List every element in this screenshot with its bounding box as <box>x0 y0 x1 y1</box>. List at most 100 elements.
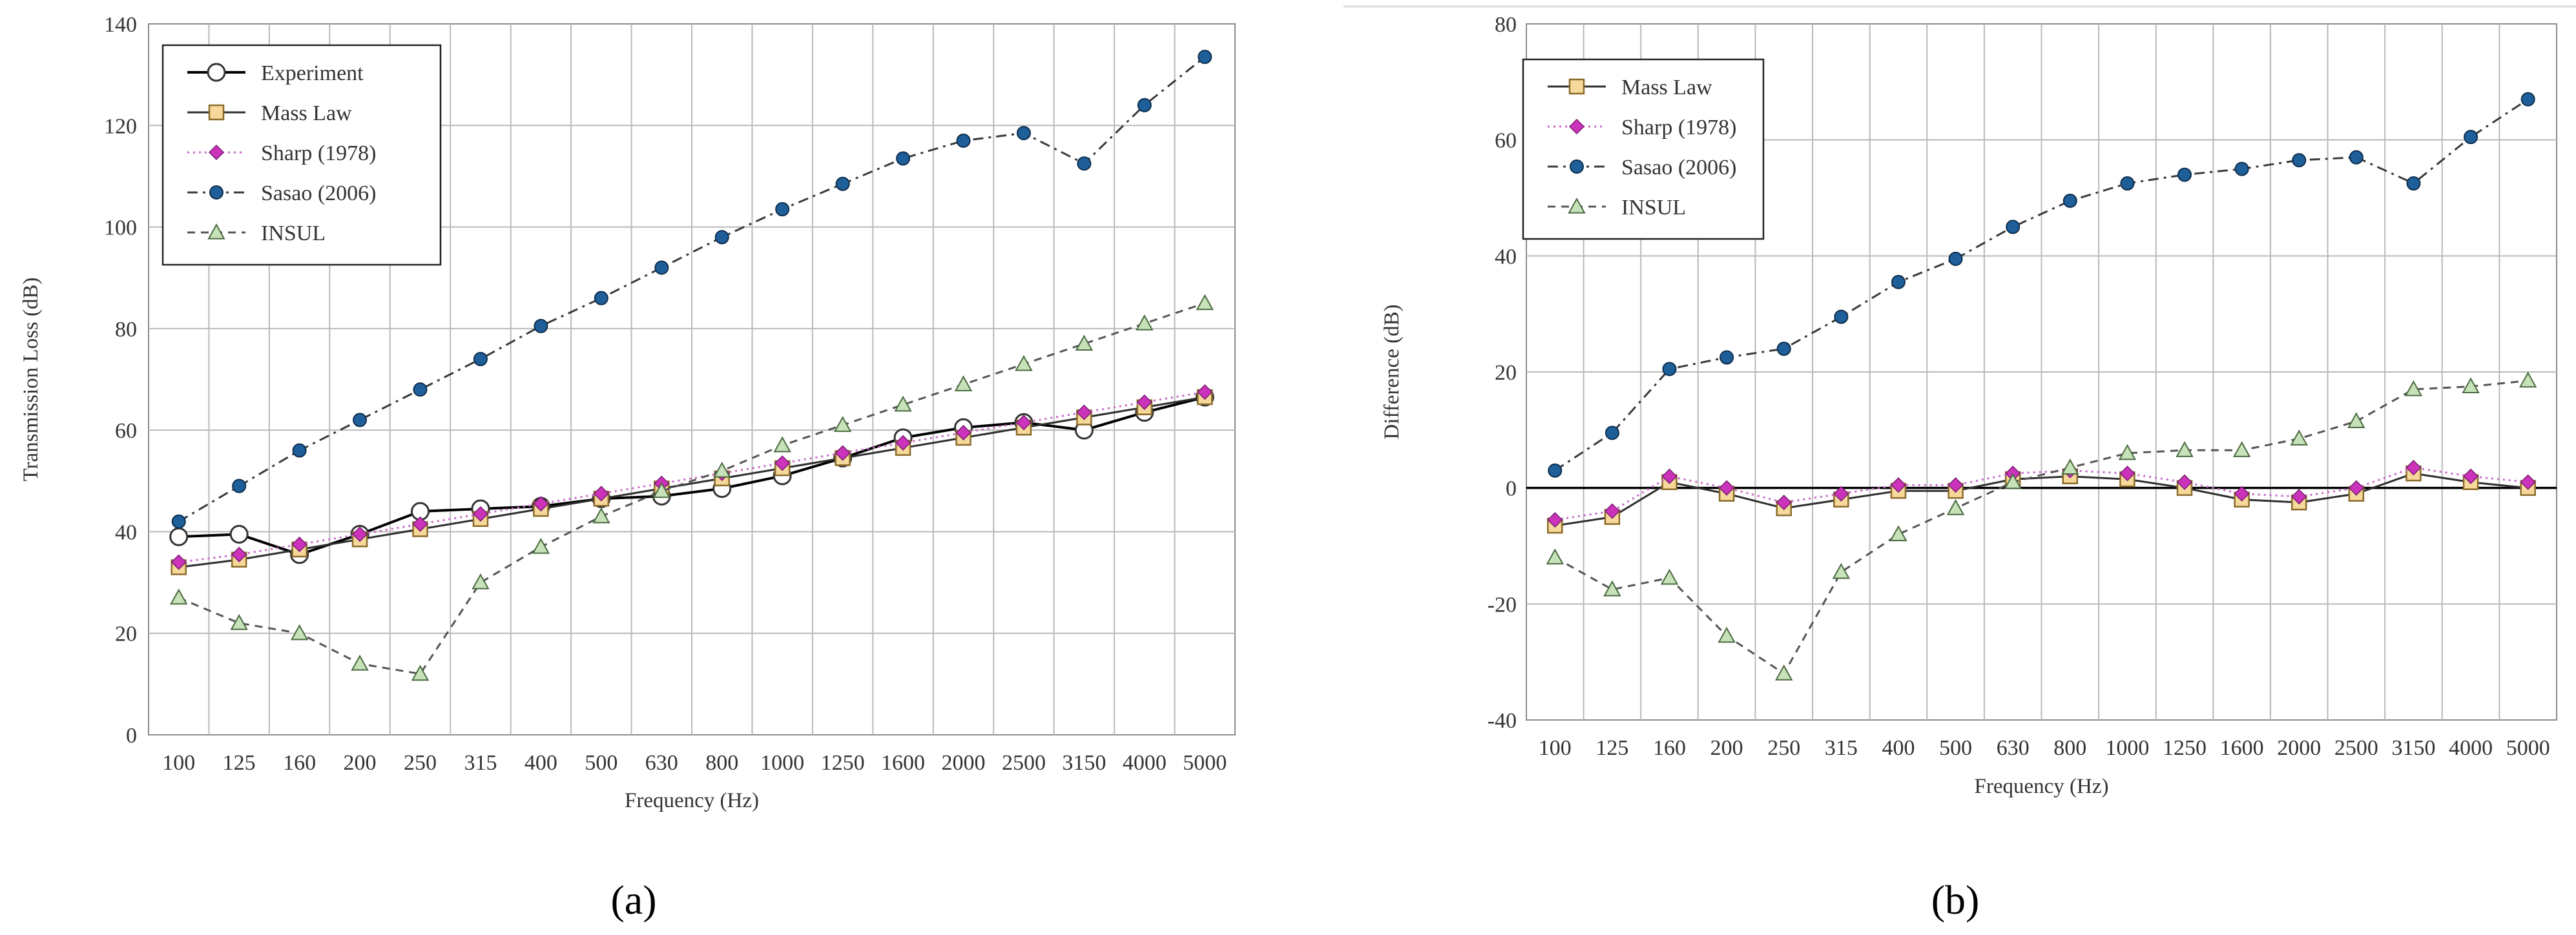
data-point-sharp <box>533 496 549 512</box>
x-tick-label: 100 <box>162 751 195 775</box>
x-tick-label: 500 <box>1939 736 1972 760</box>
y-tick-label: 140 <box>104 13 137 37</box>
data-point-sharp <box>472 506 489 522</box>
x-tick-label: 1600 <box>2220 736 2264 760</box>
data-point-sharp <box>593 486 609 502</box>
data-point-insul <box>652 482 670 498</box>
panel-a: 0 20 40 60 80 100 120 140 100 125 160 200 250 315 400 5… <box>19 13 1236 923</box>
data-point-sasao <box>232 478 247 493</box>
data-point-sharp <box>1547 512 1563 528</box>
x-tick-label: 315 <box>1825 736 1858 760</box>
data-point-insul <box>1660 568 1679 585</box>
x-tick-label: 250 <box>404 751 437 775</box>
series-sasao <box>171 50 1212 529</box>
data-point-insul <box>290 624 309 641</box>
series-sasao <box>1548 92 2535 478</box>
y-tick-label: 120 <box>104 114 137 138</box>
data-point-sharp <box>2119 466 2135 482</box>
x-tick-label: 200 <box>344 751 377 775</box>
data-point-sharp <box>2463 468 2479 484</box>
data-point-insul <box>2061 458 2079 475</box>
legend-box <box>161 44 442 266</box>
data-point-insul <box>1196 294 1214 311</box>
x-axis-label: Frequency (Hz) <box>1975 775 2109 798</box>
legend-label-insul: INSUL <box>261 221 326 245</box>
data-point-insul <box>411 664 430 681</box>
data-point-insul <box>2462 377 2480 394</box>
data-point-sharp <box>774 455 791 471</box>
data-point-insul <box>713 461 731 478</box>
legend: Mass Law Sharp (1978) Sasao (2006) INSUL <box>1522 58 1765 240</box>
x-tick-label: 630 <box>1997 736 2030 760</box>
x-tick-label: 400 <box>1882 736 1915 760</box>
legend-marker-experiment <box>207 63 226 82</box>
data-point-sharp <box>1136 394 1152 410</box>
data-point-sasao <box>473 352 488 367</box>
legend-marker-sasao <box>209 185 223 200</box>
data-point-experiment <box>229 524 249 544</box>
legend-label-mass_law: Mass Law <box>1621 76 1712 99</box>
series-line-sharp <box>178 391 1205 564</box>
legend-marker-insul <box>1568 197 1586 214</box>
data-point-insul <box>592 507 610 524</box>
data-point-sharp <box>171 554 187 570</box>
data-point-sasao <box>1776 342 1791 356</box>
x-tick-label: 100 <box>1539 736 1572 760</box>
data-point-sharp <box>1833 486 1849 502</box>
x-tick-label: 160 <box>283 751 316 775</box>
panel-b: -40 -20 0 20 40 60 80 100 125 160 200 250 315 400 500 6… <box>1380 13 2557 923</box>
x-tick-label: 4000 <box>2449 736 2493 760</box>
data-point-insul <box>472 573 490 590</box>
x-tick-label: 800 <box>705 751 738 775</box>
legend-marker-sasao <box>1570 159 1584 174</box>
data-point-sharp <box>2176 474 2193 490</box>
data-point-sharp <box>895 435 911 451</box>
data-point-sharp <box>291 537 307 553</box>
x-tick-label: 125 <box>1595 736 1628 760</box>
data-point-insul <box>1832 562 1851 579</box>
data-point-sasao <box>1891 274 1906 289</box>
data-point-insul <box>2232 441 2251 457</box>
x-tick-label: 2500 <box>2334 736 2378 760</box>
data-point-experiment <box>169 527 189 546</box>
data-point-sasao <box>1548 463 1563 478</box>
legend-label-insul: INSUL <box>1621 196 1686 220</box>
legend-marker-insul <box>207 223 225 240</box>
series-line-mass_law <box>178 396 1205 568</box>
data-point-sharp <box>2520 474 2536 490</box>
data-point-sharp <box>955 425 971 441</box>
data-point-sasao <box>956 133 971 148</box>
data-point-sharp <box>2291 489 2307 505</box>
y-tick-label: 80 <box>115 318 137 342</box>
x-tick-label: 1250 <box>821 751 865 775</box>
x-tick-label: 160 <box>1653 736 1686 760</box>
x-tick-label: 3150 <box>1062 751 1106 775</box>
data-point-sasao <box>2406 176 2421 191</box>
data-point-sharp <box>1890 477 1907 493</box>
data-point-sasao <box>2234 161 2249 176</box>
data-point-insul <box>1718 626 1736 643</box>
x-tick-label: 500 <box>585 751 618 775</box>
y-tick-label: -40 <box>1488 709 1517 733</box>
data-point-sharp <box>835 445 851 461</box>
x-axis-label: Frequency (Hz) <box>625 789 759 812</box>
data-point-insul <box>2004 473 2022 489</box>
x-tick-label: 1600 <box>881 751 925 775</box>
x-tick-label: 2500 <box>1002 751 1046 775</box>
y-tick-label: 20 <box>1495 361 1517 385</box>
x-tick-label: 200 <box>1710 736 1743 760</box>
x-tick-label: 630 <box>645 751 678 775</box>
series-line-insul <box>178 302 1205 675</box>
y-tick-label: 20 <box>115 622 137 646</box>
data-point-sharp <box>2405 460 2422 476</box>
data-point-sasao <box>1834 309 1849 324</box>
data-point-insul <box>2176 441 2194 457</box>
x-tick-label: 315 <box>464 751 497 775</box>
series-insul <box>170 294 1214 681</box>
x-tick-label: 800 <box>2053 736 2086 760</box>
x-tick-label: 1250 <box>2163 736 2207 760</box>
data-point-insul <box>894 395 912 412</box>
legend-box <box>1522 58 1765 240</box>
y-axis-label: Difference (dB) <box>1380 304 1404 439</box>
series-line-sasao <box>1554 98 2529 471</box>
